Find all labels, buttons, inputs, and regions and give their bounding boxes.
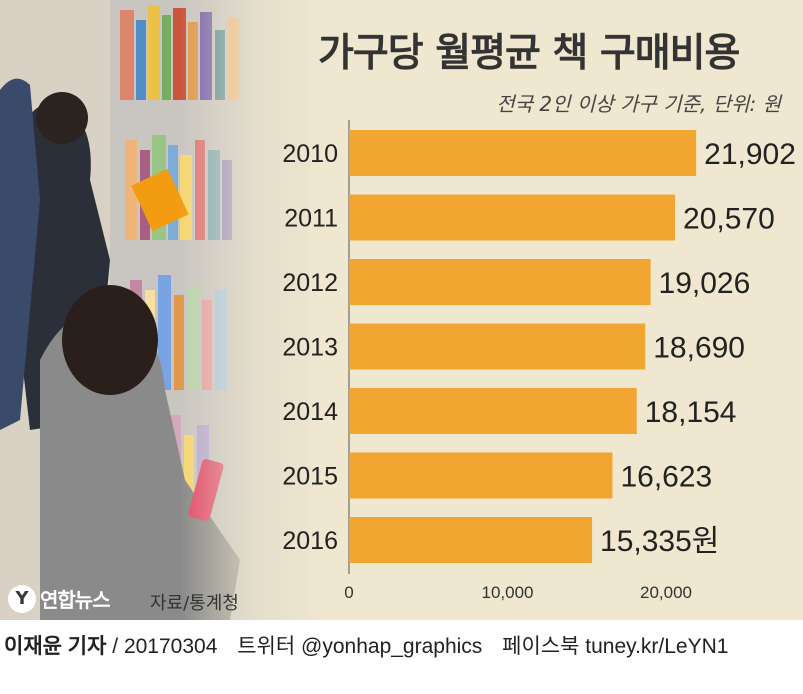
x-tick-label-20000: 20,000 (640, 583, 692, 602)
category-label-2012: 2012 (282, 269, 338, 297)
bar-2014 (349, 388, 637, 434)
value-label-2013: 18,690 (653, 332, 745, 365)
data-source: 자료/통계청 (150, 593, 239, 614)
bar-2010 (349, 130, 697, 176)
category-label-2016: 2016 (282, 527, 338, 555)
value-label-2014: 18,154 (645, 396, 737, 429)
category-label-2010: 2010 (282, 140, 338, 168)
bar-2011 (349, 194, 676, 241)
bar-2015 (349, 452, 613, 499)
value-label-2012: 19,026 (659, 267, 751, 300)
photo-fade-overlay (0, 0, 803, 620)
reporter-name: 이재윤 기자 (4, 635, 107, 658)
category-label-2014: 2014 (282, 398, 338, 426)
infographic: 가구당 월평균 책 구매비용 전국 2인 이상 가구 기준, 단위: 원 201… (0, 0, 803, 620)
bar-2013 (349, 323, 646, 370)
yonhap-logo-text: 연합뉴스 (40, 588, 111, 612)
x-tick-label-0: 0 (344, 583, 353, 602)
twitter-handle[interactable]: 트위터 @yonhap_graphics (237, 635, 483, 658)
yonhap-logo-mark: Y (8, 584, 36, 613)
chart-subtitle: 전국 2인 이상 가구 기준, 단위: 원 (496, 92, 781, 116)
chart-title: 가구당 월평균 책 구매비용 (318, 31, 740, 76)
bar-2016 (349, 517, 593, 563)
bar-chart: 2010 21,902 2011 20,570 2012 19,026 2013 18,690… (282, 120, 796, 602)
value-label-2010: 21,902 (704, 138, 796, 171)
credit-footer: 이재윤 기자 / 20170304 트위터 @yonhap_graphics 페… (4, 630, 803, 670)
category-label-2013: 2013 (282, 334, 338, 362)
value-label-2011: 20,570 (683, 203, 775, 236)
category-label-2015: 2015 (282, 463, 338, 491)
value-label-2015: 16,623 (620, 461, 712, 494)
publish-date: / 20170304 (112, 635, 218, 658)
x-tick-label-10000: 10,000 (482, 583, 534, 602)
yonhap-logo: Y 연합뉴스 (8, 584, 111, 613)
bar-2012 (349, 259, 651, 305)
facebook-link[interactable]: 페이스북 tuney.kr/LeYN1 (502, 635, 729, 658)
category-label-2011: 2011 (284, 205, 338, 233)
value-label-2016: 15,335원 (600, 525, 719, 558)
